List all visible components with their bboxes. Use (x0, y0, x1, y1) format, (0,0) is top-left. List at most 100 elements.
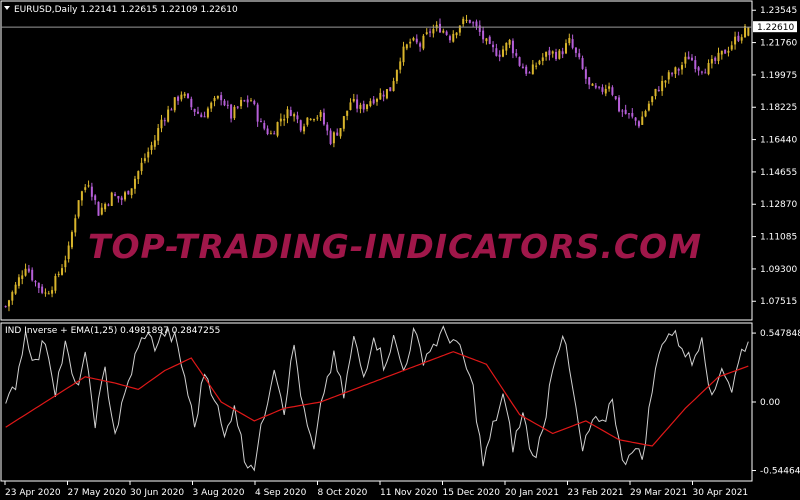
candle (332, 131, 335, 148)
candle (359, 102, 362, 114)
candle (724, 49, 727, 54)
time-tick-label: 30 Apr 2021 (693, 488, 749, 498)
candle (11, 290, 14, 305)
time-tick-label: 3 Aug 2020 (193, 488, 245, 498)
candle (57, 271, 60, 278)
candle (385, 88, 388, 100)
candle (84, 184, 87, 193)
candle (651, 95, 654, 106)
candle (203, 111, 206, 118)
candle (216, 95, 219, 100)
candle (501, 45, 504, 58)
candle (684, 52, 687, 68)
candle (448, 34, 451, 43)
current-price-box (753, 21, 797, 33)
candle (429, 28, 432, 38)
candle (369, 98, 372, 108)
candle (667, 70, 670, 84)
candle (382, 90, 385, 102)
candle (601, 84, 604, 95)
candle (588, 77, 591, 90)
candle (555, 48, 558, 61)
candle (263, 120, 266, 131)
candle (47, 290, 50, 295)
candle (90, 182, 93, 201)
candle (74, 214, 77, 237)
candle (336, 128, 339, 136)
candle (422, 34, 425, 51)
candle (578, 48, 581, 60)
candle (51, 286, 54, 298)
candle (303, 123, 306, 135)
candle (100, 203, 103, 216)
candle (273, 130, 276, 135)
candle (193, 108, 196, 116)
candle (445, 30, 448, 36)
candle (240, 97, 243, 110)
candle (64, 255, 67, 273)
candle (707, 59, 710, 76)
candle (545, 51, 548, 61)
candle (482, 26, 485, 44)
candle (124, 190, 127, 202)
candle (236, 105, 239, 110)
candle (61, 264, 64, 276)
candle (402, 41, 405, 66)
candle (27, 264, 30, 274)
candle (21, 270, 24, 285)
candle (4, 305, 7, 308)
candle (110, 191, 113, 206)
candle (442, 28, 445, 34)
candle (7, 299, 10, 312)
candle (637, 120, 640, 129)
candle (362, 100, 365, 113)
candle (687, 51, 690, 60)
candle (614, 96, 617, 101)
candle (525, 64, 528, 76)
candle (574, 47, 577, 58)
candle (206, 106, 209, 119)
candle (167, 105, 170, 123)
candle (492, 41, 495, 53)
candle (17, 274, 20, 289)
candle (681, 61, 684, 75)
time-tick-label: 30 Jun 2020 (130, 488, 184, 498)
candle (276, 121, 279, 138)
candle (153, 135, 156, 150)
time-tick-label: 11 Nov 2020 (380, 488, 438, 498)
candle (644, 109, 647, 118)
candle (591, 83, 594, 86)
candle (356, 94, 359, 113)
candle (465, 14, 468, 23)
candle (392, 77, 395, 92)
candle (395, 69, 398, 84)
candle (346, 110, 349, 121)
candle (187, 93, 190, 99)
candle (475, 19, 478, 30)
price-chart-title: EURUSD,Daily 1.22141 1.22615 1.22109 1.2… (14, 5, 238, 15)
time-tick-label: 23 Apr 2020 (5, 488, 61, 498)
candle (608, 82, 611, 92)
candle (266, 125, 269, 136)
candle (455, 32, 458, 39)
candle (405, 43, 408, 51)
candle (133, 175, 136, 194)
candle (548, 46, 551, 61)
candle (690, 54, 693, 61)
candle (137, 170, 140, 184)
candle (740, 34, 743, 44)
candle (372, 96, 375, 105)
candle (409, 38, 412, 48)
candle (415, 34, 418, 45)
candle (498, 50, 501, 62)
candle (80, 190, 83, 206)
price-panel-frame (0, 0, 753, 321)
dropdown-arrow-icon[interactable] (4, 6, 10, 10)
candle (114, 191, 117, 197)
candle (624, 104, 627, 115)
candle (521, 63, 524, 69)
candle (379, 88, 382, 100)
candle (283, 114, 286, 126)
candle (734, 31, 737, 50)
